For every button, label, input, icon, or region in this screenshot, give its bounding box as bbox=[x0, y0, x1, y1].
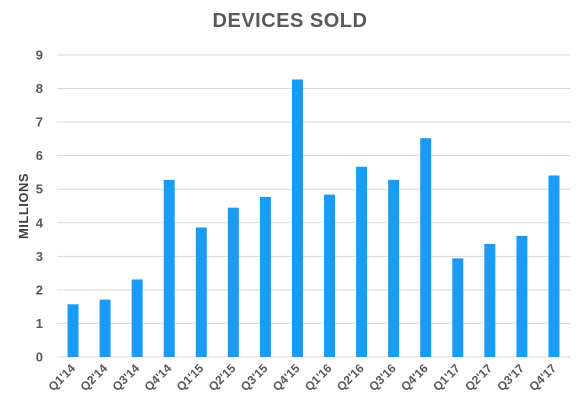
y-tick-label: 7 bbox=[36, 115, 43, 130]
bar bbox=[291, 79, 303, 358]
chart-title: DEVICES SOLD bbox=[212, 10, 368, 32]
x-tick-label: Q3'17 bbox=[494, 361, 527, 394]
y-tick-label: 2 bbox=[36, 282, 43, 297]
y-tick-label: 8 bbox=[36, 81, 43, 96]
bar bbox=[420, 138, 432, 357]
bar bbox=[324, 194, 336, 357]
x-tick-label: Q3'16 bbox=[366, 361, 399, 394]
x-tick-label: Q2'14 bbox=[78, 361, 111, 394]
y-tick-label: 5 bbox=[36, 182, 43, 197]
bar bbox=[131, 279, 143, 357]
bar bbox=[99, 299, 111, 357]
y-tick-label: 9 bbox=[36, 48, 43, 63]
x-tick-label: Q4'17 bbox=[526, 361, 559, 394]
y-axis-title: MILLIONS bbox=[16, 173, 31, 239]
x-tick-label: Q1'15 bbox=[174, 361, 207, 394]
y-tick-label: 1 bbox=[36, 316, 43, 331]
bar bbox=[356, 166, 368, 357]
x-tick-label: Q2'16 bbox=[334, 361, 367, 394]
x-tick-label: Q1'16 bbox=[302, 361, 335, 394]
y-tick-label: 0 bbox=[36, 350, 43, 365]
x-tick-label: Q3'14 bbox=[110, 361, 143, 394]
x-tick-label: Q2'17 bbox=[462, 361, 495, 394]
bar bbox=[163, 179, 175, 357]
y-tick-label: 3 bbox=[36, 249, 43, 264]
bar bbox=[388, 179, 400, 357]
y-axis-ticks: 0 1 2 3 4 5 6 7 8 9 bbox=[36, 48, 44, 365]
x-tick-label: Q1'14 bbox=[45, 361, 78, 394]
x-tick-label: Q4'15 bbox=[270, 361, 303, 394]
y-tick-label: 4 bbox=[36, 215, 44, 230]
bar bbox=[67, 304, 79, 357]
bars bbox=[67, 79, 560, 358]
x-tick-label: Q2'15 bbox=[206, 361, 239, 394]
bar bbox=[516, 235, 528, 357]
x-axis-ticks: Q1'14 Q2'14 Q3'14 Q4'14 Q1'15 Q2'15 Q3'15 Q4'15… bbox=[45, 361, 559, 394]
bar bbox=[484, 243, 496, 357]
bar bbox=[227, 207, 239, 357]
y-tick-label: 6 bbox=[36, 148, 43, 163]
x-tick-label: Q4'16 bbox=[398, 361, 431, 394]
bar bbox=[195, 227, 207, 357]
x-tick-label: Q1'17 bbox=[430, 361, 463, 394]
x-tick-label: Q4'14 bbox=[142, 361, 175, 394]
bar bbox=[452, 258, 464, 357]
bar bbox=[259, 196, 271, 357]
x-tick-label: Q3'15 bbox=[238, 361, 271, 394]
bar bbox=[548, 175, 560, 357]
